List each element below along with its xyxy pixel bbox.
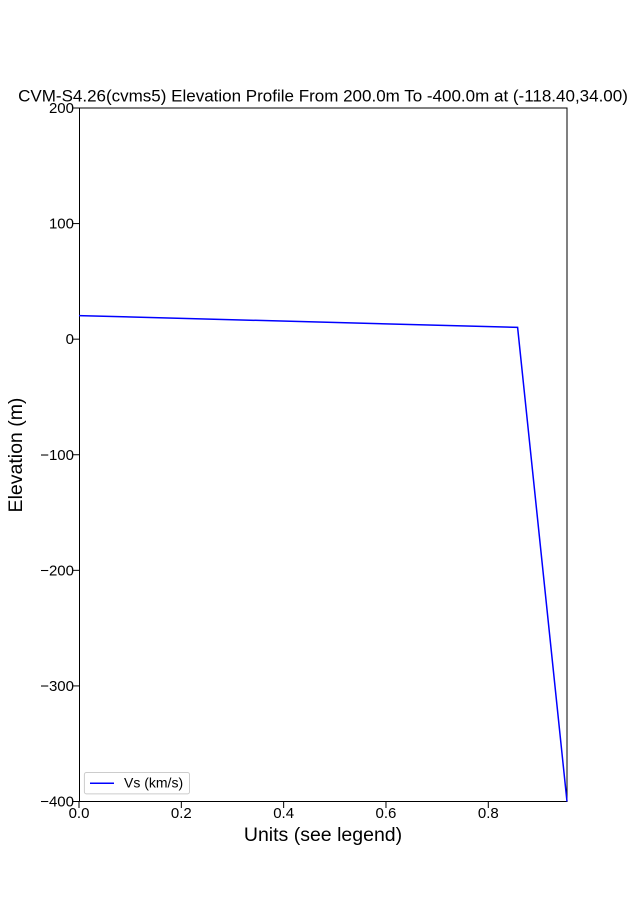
svg-text:0.6: 0.6 — [376, 805, 397, 822]
svg-text:100: 100 — [49, 216, 74, 233]
svg-text:−300: −300 — [40, 678, 74, 695]
svg-text:Units (see legend): Units (see legend) — [244, 824, 402, 846]
svg-text:0: 0 — [66, 331, 74, 348]
svg-text:Elevation (m): Elevation (m) — [5, 398, 27, 513]
svg-text:200: 200 — [49, 100, 74, 117]
svg-text:0.4: 0.4 — [273, 805, 294, 822]
svg-text:−200: −200 — [40, 562, 74, 579]
svg-text:0.2: 0.2 — [171, 805, 192, 822]
svg-text:−100: −100 — [40, 447, 74, 464]
svg-text:0.8: 0.8 — [478, 805, 499, 822]
svg-text:0.0: 0.0 — [69, 805, 90, 822]
svg-text:CVM-S4.26(cvms5) Elevation Pro: CVM-S4.26(cvms5) Elevation Profile From … — [18, 87, 628, 106]
svg-text:Vs (km/s): Vs (km/s) — [124, 775, 183, 791]
